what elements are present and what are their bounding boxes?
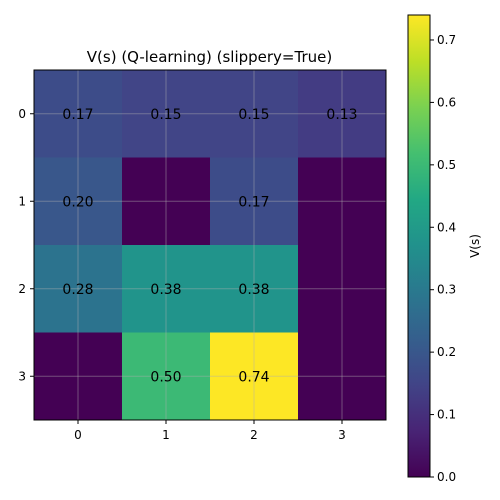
heatmap-cell (210, 157, 299, 246)
cell-value-label: 0.20 (62, 194, 93, 210)
cell-value-label: 0.74 (238, 369, 269, 385)
heatmap-cell (34, 245, 123, 333)
colorbar-tick-label: 0.4 (437, 220, 456, 234)
colorbar-gradient (408, 15, 430, 477)
y-tick-label: 2 (18, 282, 26, 296)
heatmap-cell (122, 332, 211, 421)
colorbar-tick-label: 0.5 (437, 158, 456, 172)
cell-value-label: 0.38 (150, 282, 181, 298)
x-tick-label: 3 (338, 428, 346, 442)
y-tick-label: 0 (18, 107, 26, 121)
colorbar-tick-label: 0.0 (437, 470, 456, 484)
colorbar-tick-label: 0.7 (437, 33, 456, 47)
heatmap-cell (298, 70, 387, 158)
heatmap-cell (122, 157, 211, 246)
heatmap-cell (298, 332, 387, 421)
cell-value-label: 0.17 (62, 107, 93, 123)
colorbar-label: V(s) (468, 234, 482, 258)
heatmap-cell (210, 245, 299, 333)
heatmap-cell (34, 332, 123, 421)
y-tick-label: 3 (18, 369, 26, 383)
x-tick-label: 0 (74, 428, 82, 442)
cell-value-label: 0.28 (62, 282, 93, 298)
colorbar: 0.0 0.1 0.2 0.3 0.4 0.5 0.6 0.7 (407, 14, 456, 484)
heatmap-area: 0.17 0.15 0.15 0.13 0.20 0.17 0.28 0.38 0.38 0.50… (18, 69, 387, 442)
cell-value-label: 0.15 (238, 107, 269, 123)
heatmap-cell (34, 70, 123, 158)
x-tick-label: 1 (162, 428, 170, 442)
heatmap-cell (298, 245, 387, 333)
y-tick-label: 1 (18, 194, 26, 208)
plot-frame (33, 69, 387, 421)
cell-value-label: 0.50 (150, 369, 181, 385)
colorbar-tick-label: 0.1 (437, 408, 456, 422)
colorbar-tick-label: 0.2 (437, 345, 456, 359)
heatmap-cell (298, 157, 387, 246)
colorbar-tick-label: 0.6 (437, 95, 456, 109)
colorbar-frame (407, 14, 431, 478)
cell-value-label: 0.17 (238, 194, 269, 210)
colorbar-tick-label: 0.3 (437, 283, 456, 297)
heatmap-cell (34, 157, 123, 246)
heatmap-cell (210, 332, 299, 421)
cell-value-label: 0.38 (238, 282, 269, 298)
chart-title: V(s) (Q-learning) (slippery=True) (87, 48, 332, 66)
cell-value-label: 0.15 (150, 107, 181, 123)
cell-value-label: 0.13 (326, 107, 357, 123)
heatmap-cell (210, 70, 299, 158)
x-tick-label: 2 (250, 428, 258, 442)
heatmap-cell (122, 70, 211, 158)
heatmap-cell (122, 245, 211, 333)
